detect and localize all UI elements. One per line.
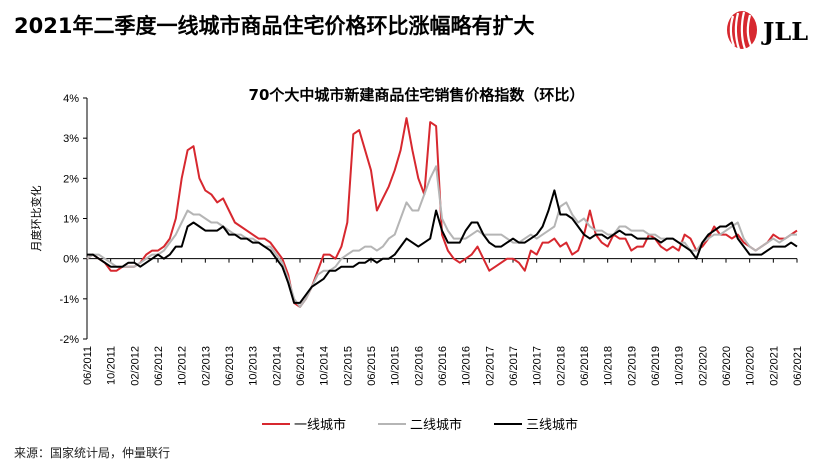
x-tick-label: 10/2015 bbox=[390, 346, 402, 386]
x-tick-label: 06/2013 bbox=[224, 346, 236, 386]
logo-text: JLL bbox=[761, 17, 808, 46]
y-tick-label: 4% bbox=[63, 93, 79, 105]
x-tick-label: 10/2012 bbox=[177, 346, 189, 386]
x-tick-label: 06/2014 bbox=[295, 346, 307, 386]
x-tick-label: 06/2021 bbox=[792, 346, 804, 386]
x-tick-label: 10/2017 bbox=[532, 346, 544, 386]
y-tick-label: -2% bbox=[59, 334, 79, 346]
series-line-3 bbox=[87, 189, 798, 304]
legend-label-3: 三线城市 bbox=[526, 417, 578, 433]
x-tick-label: 10/2020 bbox=[745, 346, 757, 386]
x-tick-label: 06/2017 bbox=[508, 346, 520, 386]
x-tick-label: 02/2019 bbox=[626, 346, 638, 386]
x-tick-label: 06/2011 bbox=[82, 346, 94, 385]
x-tick-label: 06/2016 bbox=[437, 346, 449, 386]
y-axis-label: 月度环比变化 bbox=[29, 186, 43, 252]
x-tick-label: 06/2019 bbox=[650, 346, 662, 386]
y-tick-label: 0% bbox=[63, 254, 79, 266]
series-line-1 bbox=[86, 117, 798, 308]
x-tick-label: 02/2020 bbox=[697, 346, 709, 386]
x-tick-label: 06/2012 bbox=[153, 346, 165, 386]
legend-label-1: 一线城市 bbox=[294, 417, 346, 433]
x-tick-label: 10/2014 bbox=[319, 346, 331, 386]
x-tick-label: 02/2015 bbox=[342, 346, 354, 386]
y-tick-label: 1% bbox=[63, 214, 79, 226]
x-tick-label: 10/2011 bbox=[106, 346, 118, 385]
x-tick-label: 02/2014 bbox=[271, 346, 283, 386]
x-tick-label: 02/2018 bbox=[555, 346, 567, 386]
x-tick-label: 10/2016 bbox=[461, 346, 473, 386]
legend-label-2: 二线城市 bbox=[410, 417, 462, 433]
x-tick-label: 10/2019 bbox=[674, 346, 686, 386]
x-tick-label: 02/2013 bbox=[200, 346, 212, 386]
x-tick-label: 02/2012 bbox=[129, 346, 141, 386]
x-tick-label: 06/2020 bbox=[721, 346, 733, 386]
source-note: 来源：国家统计局，仲量联行 bbox=[14, 446, 171, 460]
x-tick-label: 10/2013 bbox=[248, 346, 260, 386]
x-tick-label: 02/2017 bbox=[484, 346, 496, 386]
jll-logo: JLL bbox=[727, 11, 808, 50]
jll-logo-mark-icon bbox=[727, 11, 757, 50]
headline: 2021年二季度一线城市商品住宅价格环比涨幅略有扩大 bbox=[14, 14, 535, 38]
y-tick-label: -1% bbox=[59, 294, 79, 306]
y-tick-label: 3% bbox=[63, 133, 79, 145]
x-tick-label: 10/2018 bbox=[603, 346, 615, 386]
x-tick-label: 02/2016 bbox=[413, 346, 425, 386]
y-tick-label: 2% bbox=[63, 173, 79, 185]
x-tick-label: 06/2018 bbox=[579, 346, 591, 386]
line-chart: -2% -1% 0% 1% 2% 3% 4% 月度环比变化 06/2011 10/2011 02/2… bbox=[29, 93, 804, 433]
x-tick-label: 06/2015 bbox=[366, 346, 378, 386]
x-tick-label: 02/2021 bbox=[768, 346, 780, 386]
chart-title: 70个大中城市新建商品住宅销售价格指数（环比） bbox=[248, 86, 585, 104]
